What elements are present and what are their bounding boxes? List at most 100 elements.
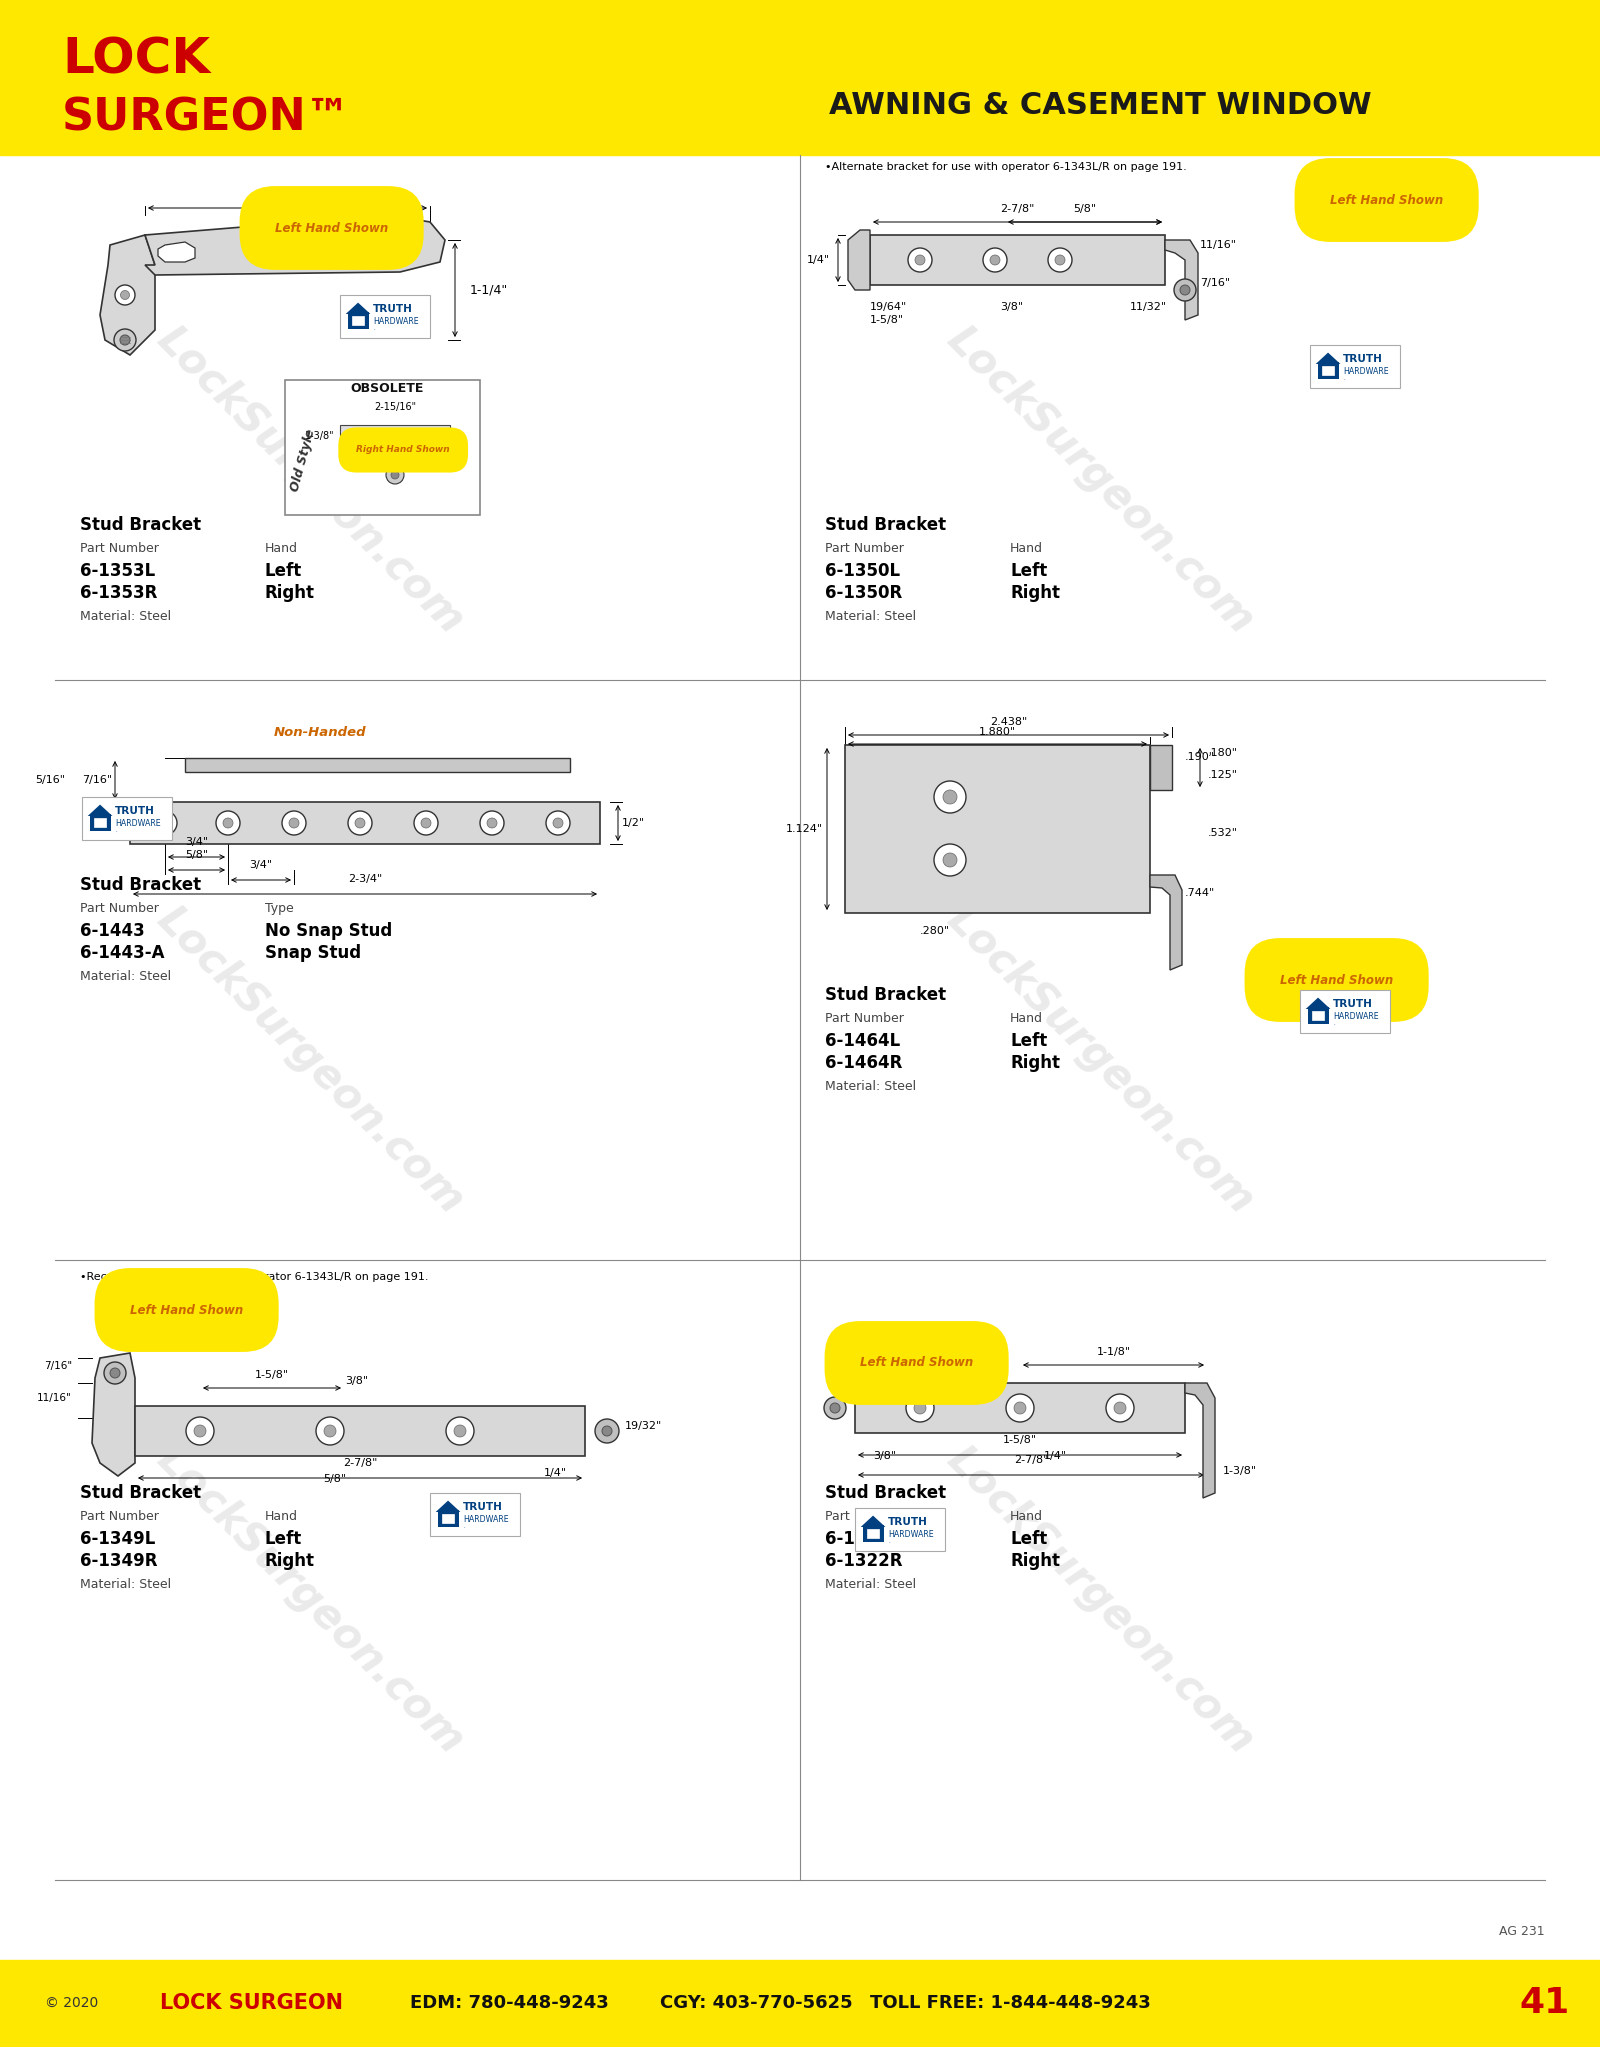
- Text: Right: Right: [1010, 1054, 1059, 1073]
- Bar: [1322, 366, 1334, 375]
- Text: .180": .180": [1208, 747, 1238, 757]
- Polygon shape: [1306, 997, 1331, 1009]
- Bar: [1318, 362, 1339, 379]
- Circle shape: [414, 811, 438, 835]
- Circle shape: [389, 430, 402, 442]
- Text: 6-1353R: 6-1353R: [80, 583, 157, 602]
- Text: Hand: Hand: [1010, 1011, 1043, 1026]
- Text: Stud Bracket: Stud Bracket: [826, 516, 946, 534]
- Circle shape: [942, 790, 957, 804]
- Polygon shape: [99, 235, 155, 354]
- Bar: [1307, 1007, 1328, 1024]
- Text: HARDWARE: HARDWARE: [464, 1515, 509, 1525]
- Text: Part Number: Part Number: [826, 542, 904, 555]
- Text: HARDWARE: HARDWARE: [1333, 1011, 1379, 1021]
- Circle shape: [251, 237, 259, 246]
- Circle shape: [390, 471, 398, 479]
- Circle shape: [1114, 1402, 1126, 1414]
- Text: Non-Handed: Non-Handed: [274, 725, 366, 739]
- Bar: [130, 802, 600, 843]
- Text: Stud Bracket: Stud Bracket: [826, 1484, 946, 1502]
- Text: 1/4": 1/4": [544, 1468, 566, 1478]
- Text: Part Number: Part Number: [80, 1511, 158, 1523]
- Bar: [1310, 346, 1400, 387]
- Text: .190": .190": [1186, 751, 1214, 761]
- Bar: [90, 815, 110, 831]
- Text: 6-1443-A: 6-1443-A: [80, 944, 165, 962]
- Bar: [854, 1509, 946, 1552]
- Circle shape: [120, 336, 130, 346]
- Text: CGY: 403-770-5625: CGY: 403-770-5625: [661, 1994, 853, 2012]
- Text: Left Hand Shown: Left Hand Shown: [130, 1304, 243, 1316]
- Text: LockSurgeon.com: LockSurgeon.com: [147, 899, 472, 1222]
- Text: 1/4": 1/4": [806, 256, 830, 264]
- Circle shape: [982, 248, 1006, 272]
- Circle shape: [1014, 1402, 1026, 1414]
- Text: Left: Left: [1010, 1529, 1048, 1548]
- Text: Stud Bracket: Stud Bracket: [826, 987, 946, 1003]
- Text: TRUTH: TRUTH: [888, 1517, 928, 1527]
- Polygon shape: [1150, 874, 1182, 970]
- Text: 6-1322L: 6-1322L: [826, 1529, 901, 1548]
- Circle shape: [824, 1396, 846, 1419]
- Text: Right: Right: [266, 1552, 315, 1570]
- Text: LockSurgeon.com: LockSurgeon.com: [147, 1437, 472, 1762]
- Text: 19/64": 19/64": [870, 303, 907, 311]
- Text: LOCK: LOCK: [62, 37, 210, 84]
- Bar: [430, 1492, 520, 1535]
- Text: Hand: Hand: [1010, 542, 1043, 555]
- Polygon shape: [1315, 352, 1341, 364]
- Text: Part Number: Part Number: [80, 542, 158, 555]
- Text: 11/32": 11/32": [1130, 303, 1166, 311]
- Circle shape: [422, 434, 427, 438]
- Text: .: .: [373, 325, 374, 332]
- Text: .: .: [1344, 377, 1346, 381]
- Circle shape: [110, 1367, 120, 1378]
- Text: Part Number: Part Number: [80, 903, 158, 915]
- Text: .: .: [888, 1539, 890, 1543]
- Bar: [134, 1406, 586, 1455]
- Circle shape: [934, 782, 966, 813]
- Text: .744": .744": [1186, 888, 1216, 899]
- Text: Left Hand Shown: Left Hand Shown: [861, 1357, 973, 1369]
- Text: 5/8": 5/8": [186, 850, 208, 860]
- Circle shape: [349, 811, 371, 835]
- Text: .: .: [115, 829, 117, 833]
- Text: LockSurgeon.com: LockSurgeon.com: [938, 317, 1262, 643]
- Text: 1-3/8": 1-3/8": [1222, 1466, 1258, 1476]
- Text: Stud Bracket: Stud Bracket: [80, 516, 202, 534]
- Text: Left: Left: [266, 1529, 302, 1548]
- Circle shape: [1106, 1394, 1134, 1423]
- Text: 6-1353L: 6-1353L: [80, 563, 155, 579]
- Text: Left Hand Shown: Left Hand Shown: [275, 221, 389, 235]
- Circle shape: [336, 231, 344, 239]
- Polygon shape: [1186, 1384, 1214, 1498]
- Text: Part Number: Part Number: [826, 1011, 904, 1026]
- Text: 1-3/8": 1-3/8": [306, 432, 334, 440]
- Polygon shape: [848, 229, 870, 291]
- Polygon shape: [146, 215, 445, 274]
- Bar: [862, 1525, 883, 1541]
- Bar: [0, 1959, 1600, 2047]
- Circle shape: [246, 233, 264, 252]
- Bar: [285, 381, 480, 516]
- Text: 2-7/8": 2-7/8": [342, 1457, 378, 1468]
- Text: 6-1322R: 6-1322R: [826, 1552, 902, 1570]
- Polygon shape: [435, 1500, 461, 1513]
- Text: Right: Right: [1010, 583, 1059, 602]
- Text: 5/16": 5/16": [35, 776, 66, 784]
- Text: 1/4": 1/4": [1043, 1451, 1067, 1462]
- Circle shape: [216, 811, 240, 835]
- Bar: [442, 1515, 454, 1523]
- Bar: [854, 1384, 1186, 1433]
- Text: .125": .125": [1208, 770, 1238, 780]
- Circle shape: [323, 1425, 336, 1437]
- Text: 11/16": 11/16": [37, 1394, 72, 1402]
- Text: HARDWARE: HARDWARE: [1344, 366, 1389, 377]
- Circle shape: [114, 330, 136, 350]
- Text: Right: Right: [1010, 1552, 1059, 1570]
- Text: 2.438": 2.438": [990, 716, 1027, 727]
- Text: LockSurgeon.com: LockSurgeon.com: [147, 317, 472, 643]
- Polygon shape: [93, 1353, 134, 1476]
- Text: 6-1350L: 6-1350L: [826, 563, 901, 579]
